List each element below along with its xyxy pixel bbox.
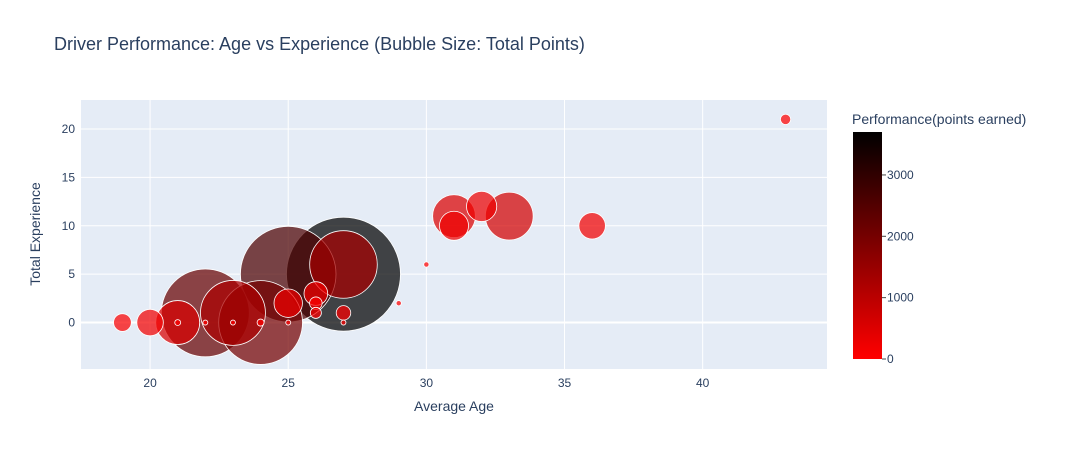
bubbles: [113, 113, 792, 365]
colorbar-tick-label: 0: [887, 352, 894, 366]
bubble-point[interactable]: [202, 319, 209, 326]
bubble-point[interactable]: [578, 212, 606, 240]
bubble-point[interactable]: [335, 305, 352, 321]
bubble-point[interactable]: [256, 318, 265, 327]
y-tick-label: 20: [62, 122, 76, 136]
x-tick-label: 30: [420, 376, 434, 390]
bubble-point[interactable]: [273, 288, 303, 318]
bubble-point[interactable]: [200, 280, 266, 346]
colorbar-tick-label: 3000: [887, 168, 914, 182]
x-tick-label: 35: [558, 376, 572, 390]
x-tick-label: 25: [282, 376, 296, 390]
y-tick-label: 5: [68, 267, 75, 281]
x-axis-title: Average Age: [414, 398, 494, 414]
colorbar-title: Performance(points earned): [852, 111, 1026, 127]
axis-ticks: 20 25 30 35 40 0 5 10 15 20: [62, 122, 710, 390]
y-tick-label: 10: [62, 219, 76, 233]
bubble-point[interactable]: [136, 308, 164, 337]
y-tick-label: 15: [62, 170, 76, 184]
bubble-point[interactable]: [309, 306, 322, 319]
bubble-point[interactable]: [285, 319, 292, 326]
colorbar-tick-label: 1000: [887, 291, 914, 305]
y-axis-title: Total Experience: [27, 182, 43, 286]
bubble-point[interactable]: [113, 313, 132, 332]
colorbar-tick-label: 2000: [887, 229, 914, 243]
bubble-point[interactable]: [466, 190, 498, 222]
bubble-point[interactable]: [340, 319, 347, 326]
x-tick-label: 40: [696, 376, 710, 390]
x-tick-label: 20: [143, 376, 157, 390]
bubble-point[interactable]: [230, 319, 236, 326]
bubble-point[interactable]: [780, 113, 792, 125]
colorbar-ticks: 0 1000 2000 3000: [882, 168, 914, 366]
bubble-point[interactable]: [309, 230, 378, 299]
colorbar: [853, 132, 882, 359]
y-tick-label: 0: [68, 316, 75, 330]
bubble-point[interactable]: [174, 319, 182, 326]
bubble-point[interactable]: [423, 261, 430, 268]
bubble-point[interactable]: [439, 210, 469, 241]
grid-lines: [81, 100, 827, 369]
bubble-point[interactable]: [395, 300, 402, 307]
chart-title: Driver Performance: Age vs Experience (B…: [54, 34, 585, 54]
